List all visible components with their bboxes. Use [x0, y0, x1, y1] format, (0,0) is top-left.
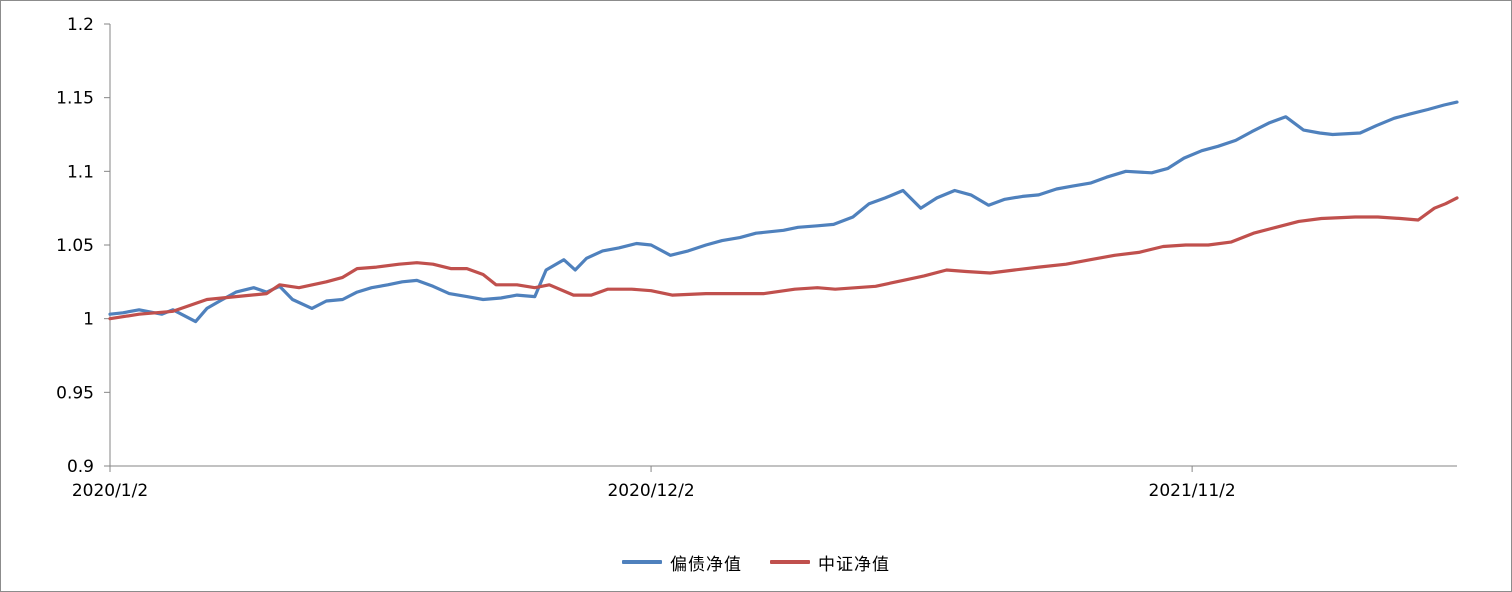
legend: 偏债净值 中证净值 — [0, 546, 1512, 578]
legend-label-series-0: 偏债净值 — [670, 554, 742, 575]
y-tick-label: 1.15 — [56, 89, 94, 109]
legend-label-series-1: 中证净值 — [818, 554, 890, 575]
y-tick-label: 1.1 — [67, 162, 94, 182]
series-lines — [108, 100, 1459, 324]
legend-item-series-1[interactable]: 中证净值 — [770, 550, 890, 575]
x-axis: 2020/1/2 2020/12/2 2021/11/2 — [72, 465, 1457, 501]
y-tick-label: 0.9 — [67, 457, 94, 477]
y-tick-label: 1.2 — [67, 15, 94, 35]
legend-swatch-series-1 — [770, 560, 810, 564]
y-tick-label: 1 — [83, 310, 94, 330]
x-tick-label: 2020/12/2 — [607, 481, 694, 501]
series-line-0 — [108, 100, 1459, 324]
y-axis: 0.9 0.95 1 1.05 1.1 1.15 1.2 — [56, 15, 111, 477]
y-tick-label: 0.95 — [56, 383, 94, 403]
x-tick-label: 2021/11/2 — [1149, 481, 1236, 501]
legend-swatch-series-0 — [622, 560, 662, 564]
series-line-1 — [108, 196, 1459, 321]
legend-item-series-0[interactable]: 偏债净值 — [622, 550, 742, 575]
x-tick-label: 2020/1/2 — [72, 481, 148, 501]
y-tick-label: 1.05 — [56, 236, 94, 256]
